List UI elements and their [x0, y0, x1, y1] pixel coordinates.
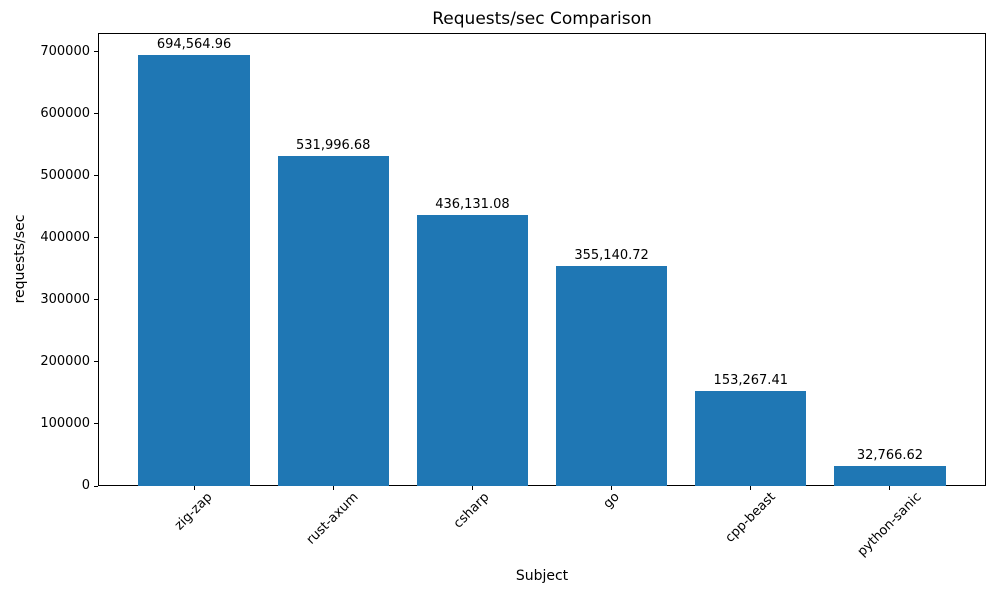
x-tick-mark: [750, 486, 752, 490]
y-tick-label: 700000: [40, 43, 90, 59]
x-tick-mark: [193, 486, 195, 490]
x-tick-mark: [611, 486, 613, 490]
y-tick-mark: [94, 237, 98, 239]
x-tick-label-python-sanic: python-sanic: [854, 490, 925, 560]
y-tick-label: 500000: [40, 167, 90, 183]
x-tick-mark: [471, 486, 473, 490]
y-tick-mark: [94, 423, 98, 425]
y-tick-mark: [94, 361, 98, 363]
chart-title: Requests/sec Comparison: [432, 9, 652, 29]
y-tick-mark: [94, 175, 98, 177]
x-tick-mark: [332, 486, 334, 490]
x-tick-label-zig-zap: zig-zap: [171, 489, 216, 534]
y-tick-mark: [94, 51, 98, 53]
bar-cpp-beast: [695, 390, 807, 486]
x-tick-mark: [889, 486, 891, 490]
y-tick-label: 600000: [40, 105, 90, 121]
y-tick-mark: [94, 299, 98, 301]
bar-value-label: 531,996.68: [296, 137, 371, 153]
y-tick-mark: [94, 485, 98, 487]
y-axis-label: requests/sec: [12, 214, 28, 304]
x-tick-label-rust-axum: rust-axum: [303, 490, 362, 548]
bar-csharp: [416, 215, 529, 486]
bar-go: [555, 265, 668, 486]
x-tick-label-cpp-beast: cpp-beast: [722, 489, 779, 547]
y-tick-label: 300000: [40, 291, 90, 307]
y-tick-label: 400000: [40, 229, 90, 245]
y-tick-label: 200000: [40, 353, 90, 369]
bar-value-label: 355,140.72: [574, 247, 649, 263]
x-axis-label: Subject: [515, 568, 569, 584]
y-tick-label: 0: [81, 478, 90, 493]
x-tick-label-csharp: csharp: [451, 490, 493, 532]
bar-rust-axum: [277, 155, 389, 486]
y-tick-label: 100000: [40, 415, 90, 431]
bar-value-label: 694,564.96: [156, 36, 232, 52]
bar-value-label: 153,267.41: [713, 372, 788, 388]
bar-value-label: 32,766.62: [856, 447, 924, 463]
bar-python-sanic: [834, 465, 946, 486]
x-tick-label-go: go: [600, 489, 623, 512]
bar-value-label: 436,131.08: [435, 197, 510, 213]
bar-zig-zap: [138, 54, 250, 486]
y-tick-mark: [94, 113, 98, 115]
